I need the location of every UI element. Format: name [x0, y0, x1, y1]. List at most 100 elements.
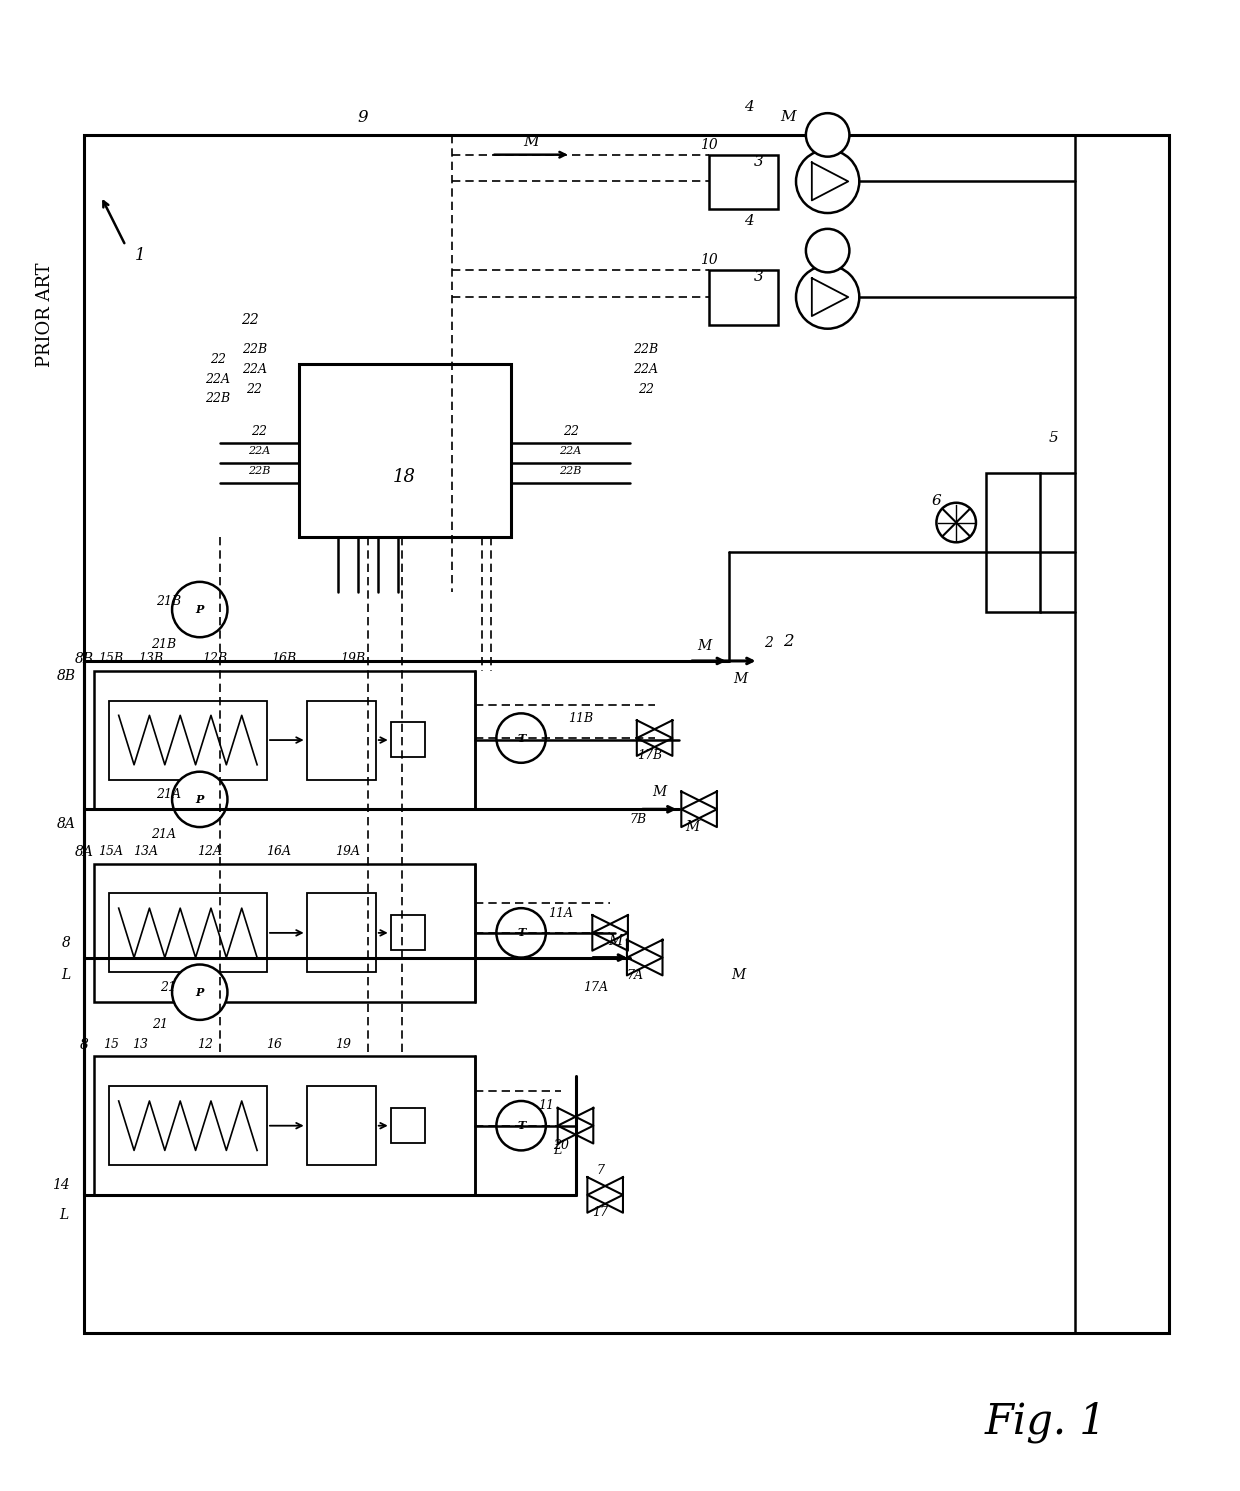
Text: Fig. 1: Fig. 1 — [985, 1402, 1106, 1443]
Text: T: T — [517, 732, 526, 744]
Text: 14: 14 — [52, 1178, 71, 1191]
Text: P: P — [196, 604, 203, 616]
Text: 7: 7 — [596, 1163, 604, 1176]
Text: 7B: 7B — [629, 813, 646, 826]
Text: 13: 13 — [133, 1038, 149, 1051]
Text: P: P — [196, 987, 203, 997]
Text: 11A: 11A — [548, 907, 573, 920]
Bar — [84, 134, 1169, 1333]
Text: P: P — [196, 793, 203, 805]
Text: 21A: 21A — [155, 787, 181, 801]
Circle shape — [496, 713, 546, 763]
Circle shape — [796, 149, 859, 213]
Bar — [94, 863, 475, 1002]
Bar — [109, 893, 267, 972]
Text: 11B: 11B — [568, 711, 593, 725]
Text: M: M — [697, 640, 712, 653]
Text: 8: 8 — [62, 936, 71, 950]
Text: 8A: 8A — [74, 845, 93, 859]
Text: 21: 21 — [160, 981, 176, 994]
Text: 12: 12 — [197, 1038, 213, 1051]
Circle shape — [496, 908, 546, 957]
Bar — [109, 1085, 267, 1166]
Text: 22: 22 — [563, 425, 579, 438]
Text: M: M — [608, 933, 622, 948]
Bar — [391, 1108, 425, 1142]
Text: 22: 22 — [637, 383, 653, 395]
Text: 21B: 21B — [150, 638, 176, 650]
Text: 8B: 8B — [74, 652, 94, 666]
Text: T: T — [517, 927, 526, 938]
Text: 10: 10 — [701, 253, 718, 267]
Text: PRIOR ART: PRIOR ART — [36, 262, 53, 367]
Text: 17: 17 — [593, 1206, 609, 1220]
Text: 16B: 16B — [272, 653, 296, 665]
Text: 12B: 12B — [202, 653, 227, 665]
Text: 21B: 21B — [155, 595, 181, 608]
Text: 8B: 8B — [57, 669, 76, 683]
Circle shape — [496, 1100, 546, 1151]
Text: 22: 22 — [247, 383, 262, 395]
Text: 18: 18 — [393, 468, 415, 486]
Text: 2: 2 — [764, 637, 773, 650]
Text: 22B: 22B — [248, 467, 270, 476]
Bar — [306, 701, 376, 780]
Text: 6: 6 — [931, 494, 941, 508]
Text: 10: 10 — [701, 137, 718, 152]
Text: 22A: 22A — [248, 446, 270, 456]
Text: 22A: 22A — [559, 446, 582, 456]
Text: 8: 8 — [79, 1038, 88, 1051]
Text: M: M — [523, 134, 539, 149]
Text: 20: 20 — [553, 1139, 569, 1153]
Bar — [94, 1057, 475, 1194]
Text: T: T — [517, 1120, 526, 1132]
Text: 17A: 17A — [583, 981, 608, 994]
Text: 22B: 22B — [559, 467, 582, 476]
Text: L: L — [60, 1208, 69, 1221]
Text: 9: 9 — [357, 109, 368, 125]
Text: 1: 1 — [135, 248, 146, 264]
Text: 19: 19 — [335, 1038, 351, 1051]
Text: 3: 3 — [754, 155, 764, 168]
Text: 22B: 22B — [242, 343, 267, 356]
Text: 3: 3 — [754, 270, 764, 285]
Bar — [709, 270, 779, 325]
Bar — [94, 671, 475, 810]
Text: 11: 11 — [538, 1099, 554, 1112]
Text: 19A: 19A — [336, 845, 361, 859]
Circle shape — [796, 265, 859, 328]
Text: 2: 2 — [782, 632, 794, 650]
Text: 22B: 22B — [205, 392, 231, 406]
Text: 21: 21 — [153, 1018, 169, 1032]
Circle shape — [172, 772, 227, 828]
Circle shape — [806, 228, 849, 273]
Circle shape — [172, 581, 227, 637]
Text: 22B: 22B — [634, 343, 658, 356]
Bar — [391, 915, 425, 950]
Text: 13B: 13B — [138, 653, 162, 665]
Text: 22: 22 — [242, 313, 259, 327]
Text: 22A: 22A — [242, 362, 267, 376]
Text: 4: 4 — [744, 100, 754, 115]
Text: L: L — [553, 1144, 562, 1157]
Bar — [299, 364, 511, 537]
Bar — [709, 155, 779, 209]
Text: M: M — [732, 968, 745, 983]
Text: M: M — [652, 786, 667, 799]
Circle shape — [172, 965, 227, 1020]
Text: 17B: 17B — [637, 750, 662, 762]
Bar — [391, 722, 425, 757]
Text: M: M — [684, 820, 699, 833]
Text: 15: 15 — [103, 1038, 119, 1051]
Text: 22: 22 — [250, 425, 267, 438]
Text: 21A: 21A — [151, 829, 176, 841]
Text: 22: 22 — [210, 353, 226, 365]
Text: 16: 16 — [265, 1038, 281, 1051]
Text: 22A: 22A — [634, 362, 658, 376]
Text: 22A: 22A — [205, 373, 231, 386]
Text: M: M — [734, 672, 748, 686]
Text: 16A: 16A — [267, 845, 291, 859]
Text: 12A: 12A — [197, 845, 222, 859]
Text: L: L — [62, 968, 71, 983]
Text: 8A: 8A — [57, 817, 76, 830]
